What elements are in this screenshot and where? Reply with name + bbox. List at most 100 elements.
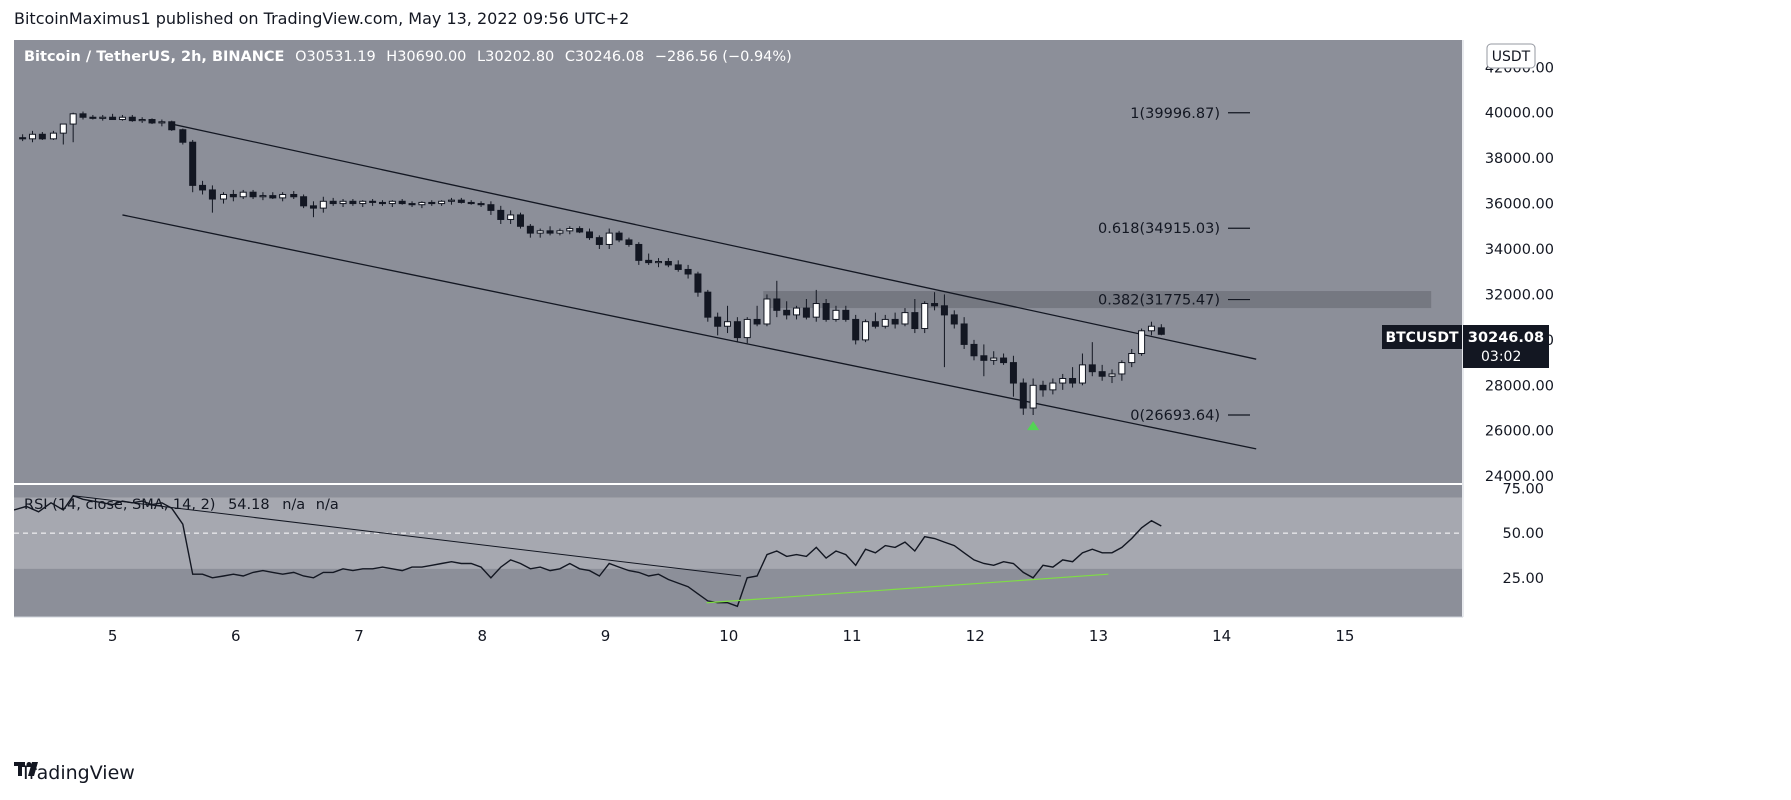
candle — [1000, 353, 1008, 365]
candle-body — [733, 321, 741, 339]
time-axis-tick-label: 9 — [601, 627, 611, 645]
candle — [940, 294, 948, 368]
candle — [1128, 348, 1136, 368]
candle — [1157, 324, 1165, 336]
candle — [1009, 355, 1017, 397]
candle-body — [138, 119, 146, 122]
rsi-line — [14, 494, 1162, 608]
candle-body — [497, 209, 505, 220]
candle — [249, 189, 257, 200]
candle-body — [1128, 353, 1136, 364]
candle — [408, 201, 416, 207]
candle-body — [802, 307, 810, 318]
rsi-legend-value: 54.18 — [228, 497, 270, 513]
candle-body — [852, 318, 860, 341]
candle — [269, 192, 277, 200]
candle-body — [408, 203, 416, 206]
candle-body — [208, 189, 216, 200]
candle-body — [239, 191, 247, 198]
candle — [546, 226, 554, 236]
candle-body — [507, 214, 515, 220]
candle — [259, 192, 267, 201]
candle-body — [1009, 362, 1017, 384]
candle — [832, 305, 840, 322]
candle — [99, 114, 107, 121]
candle-body — [881, 318, 889, 327]
candles-layer — [19, 111, 1165, 431]
candle — [812, 289, 820, 322]
candle-body — [38, 133, 46, 140]
candle-body — [714, 316, 722, 327]
candle-body — [290, 193, 298, 198]
candle-body — [249, 191, 257, 198]
candle — [921, 301, 929, 334]
candle-body — [655, 261, 663, 264]
rsi-divergence-line — [706, 573, 1109, 604]
candle — [724, 305, 732, 334]
candle — [457, 197, 465, 204]
time-axis-tick-label: 12 — [966, 627, 985, 645]
candle — [862, 319, 870, 343]
candle-body — [921, 303, 929, 330]
candle — [89, 114, 97, 120]
candle-body — [1069, 377, 1077, 384]
candle-body — [477, 203, 485, 206]
publisher-header: BitcoinMaximus1 published on TradingView… — [14, 9, 630, 28]
candle-body — [526, 225, 534, 234]
candle — [378, 200, 386, 206]
candle-body — [309, 205, 317, 209]
candle — [168, 120, 176, 131]
candle — [290, 191, 298, 200]
candle — [980, 344, 988, 377]
currency-label: USDT — [1492, 49, 1531, 65]
candle-body — [179, 129, 187, 143]
candle — [49, 130, 57, 140]
candle-body — [319, 200, 327, 209]
candle-body — [645, 259, 653, 264]
candle — [526, 224, 534, 238]
candle — [605, 228, 613, 250]
fib-layer: 1(39996.87) 0.618(34915.03) 0.382(31775.47… — [1098, 106, 1250, 424]
chart-svg[interactable]: 1(39996.87) 0.618(34915.03) 0.382(31775.47… — [14, 40, 1777, 746]
price-axis-tick-label: 34000.00 — [1485, 242, 1554, 258]
candle-body — [812, 303, 820, 318]
candle-body — [148, 119, 156, 124]
candle — [635, 242, 643, 265]
candle-body — [168, 121, 176, 131]
candle-body — [556, 230, 564, 234]
resistance-zone-layer — [763, 291, 1432, 309]
candle — [694, 271, 702, 297]
candle-body — [378, 201, 386, 205]
candle — [763, 294, 771, 327]
currency-button[interactable]: USDT — [1486, 43, 1536, 69]
candle-body — [566, 228, 574, 232]
candle — [1029, 378, 1037, 416]
candle-body — [457, 199, 465, 203]
candle-body — [447, 199, 455, 202]
candle — [793, 305, 801, 320]
rsi-layer — [14, 494, 1162, 608]
candle — [615, 230, 623, 243]
bounce-up-arrow-icon — [1027, 421, 1040, 431]
candle — [674, 260, 682, 272]
candle — [595, 235, 603, 250]
candle-body — [229, 193, 237, 198]
candle-body — [635, 243, 643, 261]
candle-body — [369, 200, 377, 203]
candle-body — [704, 291, 712, 318]
candle-body — [189, 141, 197, 186]
candle — [219, 192, 227, 204]
candle — [369, 199, 377, 206]
candle — [1108, 369, 1116, 384]
candle-body — [1019, 382, 1027, 409]
candle-body — [605, 232, 613, 245]
footer: TradingView — [14, 762, 135, 784]
candle-body — [891, 318, 899, 325]
candle — [783, 301, 791, 320]
candle-body — [1088, 364, 1096, 373]
candle — [1039, 380, 1047, 397]
candle-body — [1049, 382, 1057, 391]
candle-body — [783, 309, 791, 316]
price-axis-tick-label: 28000.00 — [1485, 378, 1554, 394]
candle — [359, 200, 367, 207]
